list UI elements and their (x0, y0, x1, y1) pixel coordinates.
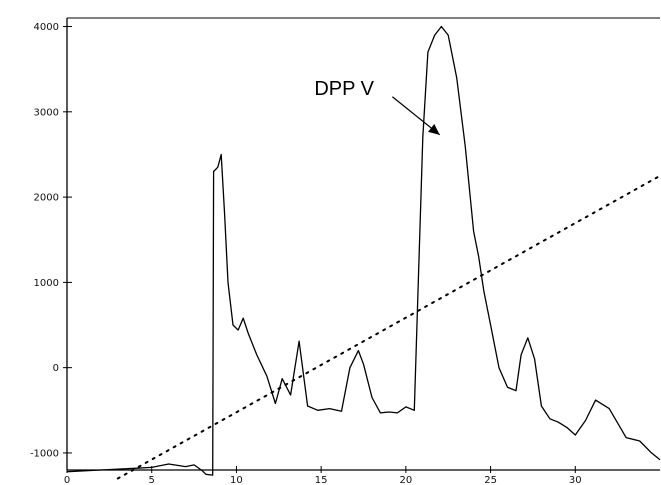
x-tick-label: 20 (399, 475, 412, 485)
chart-labels: -1000 0 1000 2000 3000 4000 0 5 10 15 20 25 30 DPP V (30, 22, 582, 485)
y-tick-label: 0 (53, 363, 59, 374)
x-tick-label: 10 (230, 475, 243, 485)
annotation-arrow-head (428, 124, 440, 135)
y-tick-label: -1000 (30, 448, 59, 459)
y-tick-label: 4000 (34, 22, 59, 33)
x-tick-label: 30 (569, 475, 582, 485)
x-tick-label: 25 (484, 475, 497, 485)
x-tick-label: 0 (64, 475, 70, 485)
x-tick-label: 5 (149, 475, 155, 485)
y-tick-label: 1000 (34, 278, 59, 289)
absorbance-trace-line (66, 25, 661, 476)
chart-series (66, 25, 661, 480)
y-tick-label: 3000 (34, 107, 59, 118)
gradient-dotted-line (116, 174, 661, 480)
chart-axes (63, 17, 660, 473)
y-tick-label: 2000 (34, 193, 59, 204)
x-tick-label: 15 (315, 475, 328, 485)
annotation-label: DPP V (314, 78, 374, 100)
